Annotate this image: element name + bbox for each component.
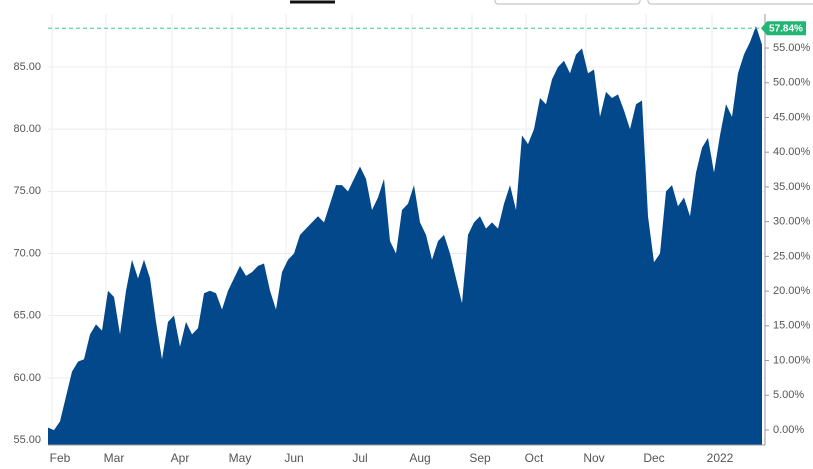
x-tick-label: Aug — [409, 451, 430, 465]
x-tick-label: Jun — [284, 451, 303, 465]
y2-tick-label: 45.00% — [773, 111, 811, 123]
y2-tick-label: 0.00% — [773, 424, 804, 436]
area — [48, 25, 762, 445]
y2-tick-label: 30.00% — [773, 216, 811, 228]
x-tick-label: Feb — [50, 451, 71, 465]
x-tick-label: May — [229, 451, 252, 465]
y2-tick-label: 20.00% — [773, 285, 811, 297]
badge-label: 57.84% — [769, 23, 803, 34]
y2-tick-label: 55.00% — [773, 42, 811, 54]
badge — [761, 21, 806, 36]
y-tick-label: 70.00 — [13, 247, 41, 259]
x-tick-label: Oct — [525, 451, 544, 465]
y2-tick-label: 40.00% — [773, 146, 811, 158]
y2-tick-label: 10.00% — [773, 354, 811, 366]
y2-tick-label: 15.00% — [773, 320, 811, 332]
x-tick-label: Dec — [643, 451, 664, 465]
y-tick-label: 80.00 — [13, 123, 41, 135]
button[interactable] — [647, 0, 813, 5]
x-tick-label: Jul — [352, 451, 367, 465]
y2-tick-label: 25.00% — [773, 250, 811, 262]
y2-tick-label: 5.00% — [773, 389, 804, 401]
y-tick-label: 55.00 — [13, 434, 41, 446]
x-tick-label: Apr — [171, 451, 190, 465]
y-tick-label: 85.00 — [13, 61, 41, 73]
y2-tick-label: 50.00% — [773, 77, 811, 89]
y2-tick-label: 35.00% — [773, 181, 811, 193]
x-tick-label: Nov — [583, 451, 604, 465]
x-tick-label: 2022 — [707, 451, 734, 465]
x-tick-label: Mar — [104, 451, 125, 465]
y-tick-label: 75.00 — [13, 185, 41, 197]
y-tick-label: 65.00 — [13, 310, 41, 322]
x-tick-label: Sep — [469, 451, 491, 465]
y-tick-label: 60.00 — [13, 372, 41, 384]
button[interactable] — [494, 0, 641, 5]
